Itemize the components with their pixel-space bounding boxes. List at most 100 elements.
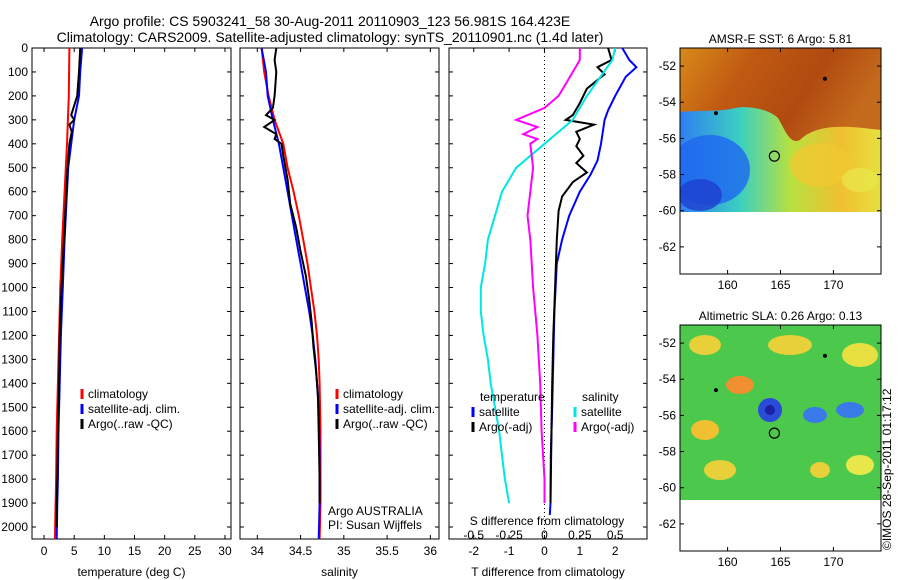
legend-label: Argo(..raw -QC) [343, 417, 428, 431]
sla-map-field [680, 325, 881, 500]
y-tick-label: -56 [659, 131, 677, 145]
y-tick-label: -60 [659, 481, 677, 495]
map-title: Altimetric SLA: 0.26 Argo: 0.13 [699, 309, 863, 323]
y-tick-label: 100 [8, 65, 28, 79]
x-tick-label-secondary: 0.5 [607, 528, 624, 542]
y-tick-label: 300 [8, 113, 28, 127]
x-tick-label: 160 [718, 278, 738, 292]
y-tick-label: 1200 [1, 328, 28, 342]
y-tick-label: 2000 [1, 520, 28, 534]
timestamp-stamp: ©IMOS 28-Sep-2011 01:17:12 [880, 388, 894, 550]
y-tick-label: -52 [659, 336, 677, 350]
y-tick-label: 400 [8, 137, 28, 151]
legend-label: satellite [581, 405, 622, 419]
x-tick-label: 0 [541, 544, 548, 558]
legend-label: climatology [343, 387, 403, 401]
series-line-2 [55, 47, 82, 527]
series-line-2 [262, 47, 321, 504]
argo-location-marker [768, 150, 780, 162]
island-mark [713, 111, 718, 116]
x-tick-label: 2 [612, 544, 619, 558]
x-tick-label: 30 [218, 544, 232, 558]
x-tick-label: 25 [188, 544, 202, 558]
plot-frame [239, 47, 440, 540]
y-tick-label: -58 [659, 445, 677, 459]
x-tick-label: 170 [823, 555, 843, 569]
x-axis-label: temperature (deg C) [77, 565, 185, 579]
series-line-2 [479, 47, 617, 504]
sst-map-panel: AMSR-E SST: 6 Argo: 5.81 -52 -54 -56 -58 -60 -… [659, 32, 882, 292]
legend-label: satellite-adj. clim. [88, 402, 180, 416]
y-tick-label: 1100 [2, 304, 28, 318]
series-line-0 [53, 47, 71, 540]
x-tick-label-secondary: -0.25 [495, 528, 523, 542]
x-tick-label: -1 [504, 544, 515, 558]
island-mark [713, 388, 718, 393]
y-tick-label: 1300 [1, 352, 28, 366]
x-tick-label: 36 [424, 544, 438, 558]
x-tick-label: 1 [576, 544, 583, 558]
x-tick-label: 5 [71, 544, 78, 558]
y-tick-label: 0 [21, 41, 28, 55]
annotation-text: Argo AUSTRALIA [328, 504, 423, 518]
annotation-text: PI: Susan Wijffels [328, 518, 422, 532]
x-tick-label: 20 [158, 544, 172, 558]
legend-label: satellite [479, 405, 520, 419]
legend-label: climatology [88, 387, 148, 401]
y-tick-label: -54 [659, 372, 677, 386]
x-tick-label: -2 [468, 544, 479, 558]
y-tick-label: 1400 [1, 376, 28, 390]
y-tick-label: 1500 [1, 400, 28, 414]
argo-location-marker [768, 427, 780, 439]
series-line-3 [513, 48, 581, 504]
sla-map-panel: Altimetric SLA: 0.26 Argo: 0.13 -52 -54 -56… [659, 309, 882, 569]
y-tick-label: -62 [659, 517, 677, 531]
x-tick-label-secondary: 0.25 [568, 528, 592, 542]
y-tick-label: -58 [659, 168, 677, 182]
difference-panel: -2 -1 0 1 2 T difference from climatology temp… [448, 47, 648, 579]
salinity-panel: 34 34.5 35 35.5 36 salinity climatologysatelli… [239, 47, 440, 579]
y-tick-label: 1600 [1, 424, 28, 438]
legend-title: temperature [480, 390, 545, 404]
legend-title: salinity [582, 390, 619, 404]
y-tick-label: -62 [659, 240, 677, 254]
y-tick-label: 600 [8, 185, 28, 199]
map-title: AMSR-E SST: 6 Argo: 5.81 [709, 32, 853, 46]
series-line-1 [549, 47, 613, 504]
x-tick-label: 15 [128, 544, 142, 558]
y-tick-label: -52 [659, 59, 677, 73]
x-tick-label: 165 [770, 278, 790, 292]
y-tick-label: 700 [8, 209, 28, 223]
legend-label: Argo(-adj) [581, 420, 634, 434]
x-axis-label: T difference from climatology [471, 565, 625, 579]
y-tick-label: 1800 [1, 472, 28, 486]
x-tick-label: 34.5 [289, 544, 313, 558]
y-tick-label: 900 [8, 257, 28, 271]
x-tick-label: 10 [98, 544, 112, 558]
legend-label: Argo(-adj) [479, 420, 532, 434]
y-tick-label: 1900 [1, 496, 28, 510]
y-tick-label: 1700 [1, 448, 28, 462]
island-mark [822, 353, 827, 358]
x-tick-label: 35 [337, 544, 351, 558]
x-axis-label: salinity [321, 565, 358, 579]
x-tick-label: 170 [823, 278, 843, 292]
legend-label: Argo(..raw -QC) [88, 417, 173, 431]
x-tick-label-secondary: -0.5 [463, 528, 484, 542]
sst-map-field [680, 48, 881, 212]
figure-title-line1: Argo profile: CS 5903241_58 30-Aug-2011 … [89, 13, 571, 29]
x-tick-label: 35.5 [375, 544, 399, 558]
temperature-panel: 0 100 200 300 400 500 600 700 800 900 1000 1100 1200… [1, 41, 232, 579]
y-tick-label: 800 [8, 233, 28, 247]
y-tick-label: 200 [8, 89, 28, 103]
island-mark [822, 76, 827, 81]
y-tick-label: 1000 [1, 281, 28, 295]
y-tick-label: -54 [659, 95, 677, 109]
y-tick-label: 500 [8, 161, 28, 175]
y-tick-label: -60 [659, 204, 677, 218]
legend-label: satellite-adj. clim. [343, 402, 435, 416]
plot-frame [448, 47, 648, 540]
x-tick-label: 34 [251, 544, 265, 558]
y-tick-label: -56 [659, 408, 677, 422]
